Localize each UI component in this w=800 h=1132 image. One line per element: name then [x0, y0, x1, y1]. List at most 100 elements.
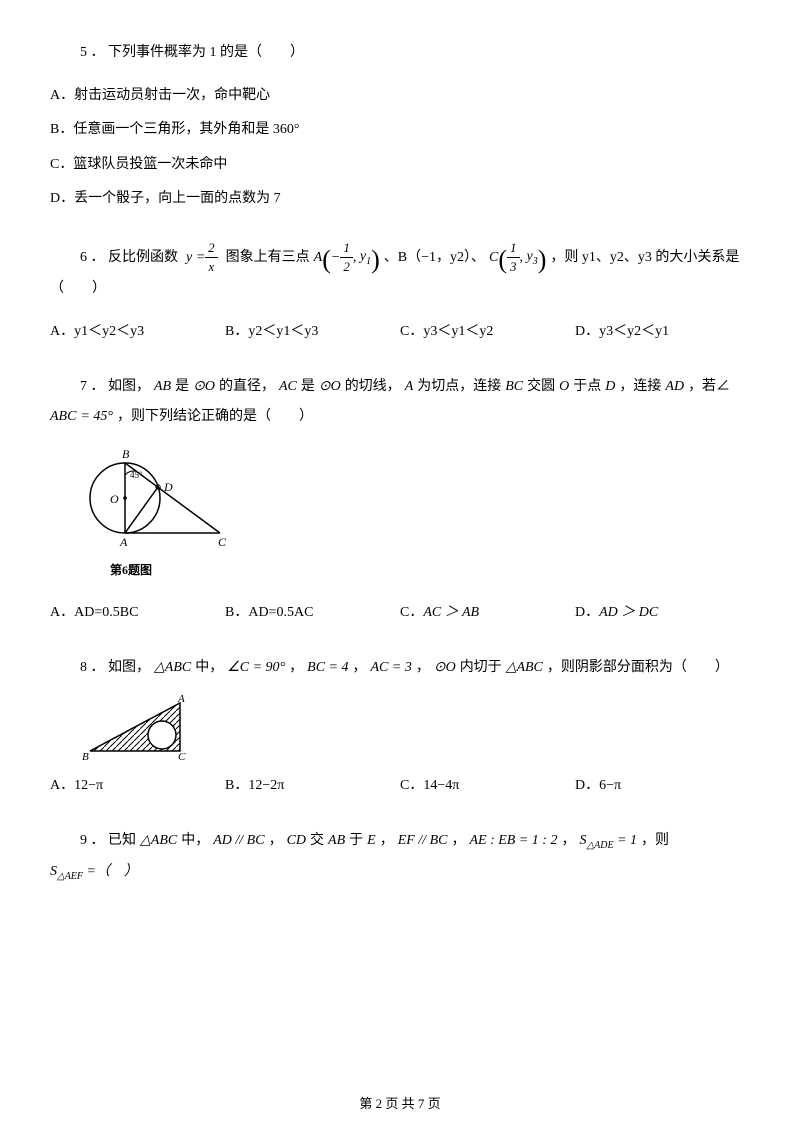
q9-S1: S△ADE = 1	[579, 826, 637, 857]
q7-AB: AB	[154, 372, 171, 403]
q7-p2: 是	[175, 372, 189, 403]
svg-text:C: C	[178, 751, 186, 763]
q5-opt-d: D．丢一个骰子，向上一面的点数为 7	[50, 186, 750, 213]
q9-adbc: AD // BC	[213, 826, 264, 857]
q7-p5: 的切线，	[345, 372, 401, 403]
q7-BC: BC	[505, 372, 523, 403]
q6-A-y: y1	[360, 247, 371, 269]
q5-stem: 5 ． 下列事件概率为 1 的是（ ）	[80, 40, 750, 67]
q6-A-frac: 1 2	[340, 239, 353, 276]
q8-p6: 内切于	[460, 653, 502, 684]
q8-opt-d: D．6−π	[575, 773, 750, 800]
q6-C-label: C	[489, 248, 498, 268]
svg-text:D: D	[163, 480, 173, 494]
q7-A: A	[405, 372, 414, 403]
q8-tri2: △ABC	[506, 653, 543, 684]
svg-text:A: A	[119, 535, 128, 549]
q8-p5: ，	[416, 653, 430, 684]
q7-ABC: ABC	[50, 402, 76, 433]
q7-p4: 是	[301, 372, 315, 403]
svg-text:B: B	[82, 751, 89, 763]
q7-p3: 的直径，	[219, 372, 275, 403]
question-7: 7 ． 如图， AB 是 ⊙O 的直径， A C 是 ⊙O 的切线， A 为切点，…	[50, 372, 750, 627]
q8-p7: ，则阴影部分面积为（ ）	[547, 653, 729, 684]
q9-p3: ，	[269, 826, 283, 857]
q8-bc: BC = 4	[307, 653, 348, 684]
question-9: 9 ． 已知 △ABC 中， AD // BC ， CD 交 AB 于 E ， …	[50, 826, 750, 888]
question-6: 6 ． 反比例函数 y = 2 x 图象上有三点 A ( − 1 2 , y1 …	[50, 239, 750, 346]
q8-p1: 8 ． 如图，	[80, 653, 150, 684]
q7-opt-a: A．AD=0.5BC	[50, 600, 225, 627]
q7-p1: 7 ． 如图，	[80, 372, 150, 403]
q7-opt-d: D．AD ＞ DC	[575, 600, 750, 627]
q7-p8: 于点	[573, 372, 601, 403]
lparen-icon-2: (	[498, 247, 507, 273]
q8-tri: △ABC	[154, 653, 191, 684]
question-8: 8 ． 如图， △ABC 中， ∠C = 90° ， BC = 4 ， AC =…	[50, 653, 750, 800]
q9-p2: 中，	[181, 826, 209, 857]
rparen-icon-2: )	[538, 247, 547, 273]
q8-opt-b: B．12−2π	[225, 773, 400, 800]
q9-ab: AB	[328, 826, 345, 857]
q6-prefix: 6 ． 反比例函数	[80, 248, 178, 268]
q5-opt-a: A．射击运动员射击一次，命中靶心	[50, 83, 750, 110]
q7-opt-b: B．AD=0.5AC	[225, 600, 400, 627]
q7-AD: AD	[665, 372, 684, 403]
q8-opt-a: A．12−π	[50, 773, 225, 800]
rparen-icon: )	[371, 247, 380, 273]
q6-tail: （ ）	[50, 276, 750, 303]
q8-ac: AC = 3	[371, 653, 412, 684]
q9-tri: △ABC	[140, 826, 177, 857]
q8-circ: ⊙O	[434, 653, 456, 684]
svg-text:A: A	[177, 693, 185, 705]
q9-p7: ，	[451, 826, 465, 857]
q6-yeq: y =	[186, 248, 205, 268]
svg-text:B: B	[122, 447, 130, 461]
svg-text:45°: 45°	[130, 470, 143, 480]
q9-p4: 交	[310, 826, 324, 857]
q7-p9: ，连接	[619, 372, 661, 403]
question-5: 5 ． 下列事件概率为 1 的是（ ） A．射击运动员射击一次，命中靶心 B．任…	[50, 40, 750, 213]
q9-cd: CD	[287, 826, 306, 857]
q5-opt-b: B．任意画一个三角形，其外角和是 360°	[50, 117, 750, 144]
q7-opt-c: C．AC ＞ AB	[400, 600, 575, 627]
q6-mid1: 图象上有三点	[226, 248, 310, 268]
q7-eq45: = 45°	[80, 402, 113, 433]
q9-p5: 于	[349, 826, 363, 857]
q8-figure: A B C	[80, 693, 210, 763]
q6-A-label: A	[314, 248, 323, 268]
q6-mid2: 、B（−1，y2）、	[384, 248, 485, 268]
lparen-icon: (	[322, 247, 331, 273]
q6-opt-a: A．y1＜y2＜y3	[50, 319, 225, 346]
q6-frac-2x: 2 x	[205, 239, 218, 276]
q9-efbc: EF // BC	[398, 826, 448, 857]
q6-opt-c: C．y3＜y1＜y2	[400, 319, 575, 346]
q7-p10: ，若∠	[688, 372, 730, 403]
q9-p9: ，则	[641, 826, 669, 857]
q7-figure: B O D A C 45°	[80, 443, 230, 553]
q7-O: O	[559, 372, 569, 403]
q7-circO2: ⊙O	[319, 372, 341, 403]
q8-p4: ，	[353, 653, 367, 684]
q7-p6: 为切点，连接	[417, 372, 501, 403]
svg-text:O: O	[110, 492, 119, 506]
q9-S2: S△AEF =（ ）	[50, 857, 138, 888]
q9-p1: 9 ． 已知	[80, 826, 136, 857]
q9-p8: ，	[561, 826, 575, 857]
q8-angC: ∠C = 90°	[227, 653, 285, 684]
q6-opt-d: D．y3＜y2＜y1	[575, 319, 750, 346]
q8-p2: 中，	[195, 653, 223, 684]
q5-opt-c: C．篮球队员投篮一次未命中	[50, 152, 750, 179]
svg-text:C: C	[218, 535, 227, 549]
q8-opt-c: C．14−4π	[400, 773, 575, 800]
q6-opt-b: B．y2＜y1＜y3	[225, 319, 400, 346]
q6-A-sign: −	[331, 248, 340, 268]
q7-p7: 交圆	[527, 372, 555, 403]
q7-fig-caption: 第6题图	[110, 559, 750, 582]
q7-p11: ，则下列结论正确的是（ ）	[117, 402, 313, 433]
q6-suffix: ，则 y1、y2、y3 的大小关系是	[550, 248, 739, 268]
q6-C-y: y3	[527, 247, 538, 269]
q9-E: E	[367, 826, 376, 857]
page-footer: 第 2 页 共 7 页	[0, 1093, 800, 1112]
q7-circO1: ⊙O	[193, 372, 215, 403]
